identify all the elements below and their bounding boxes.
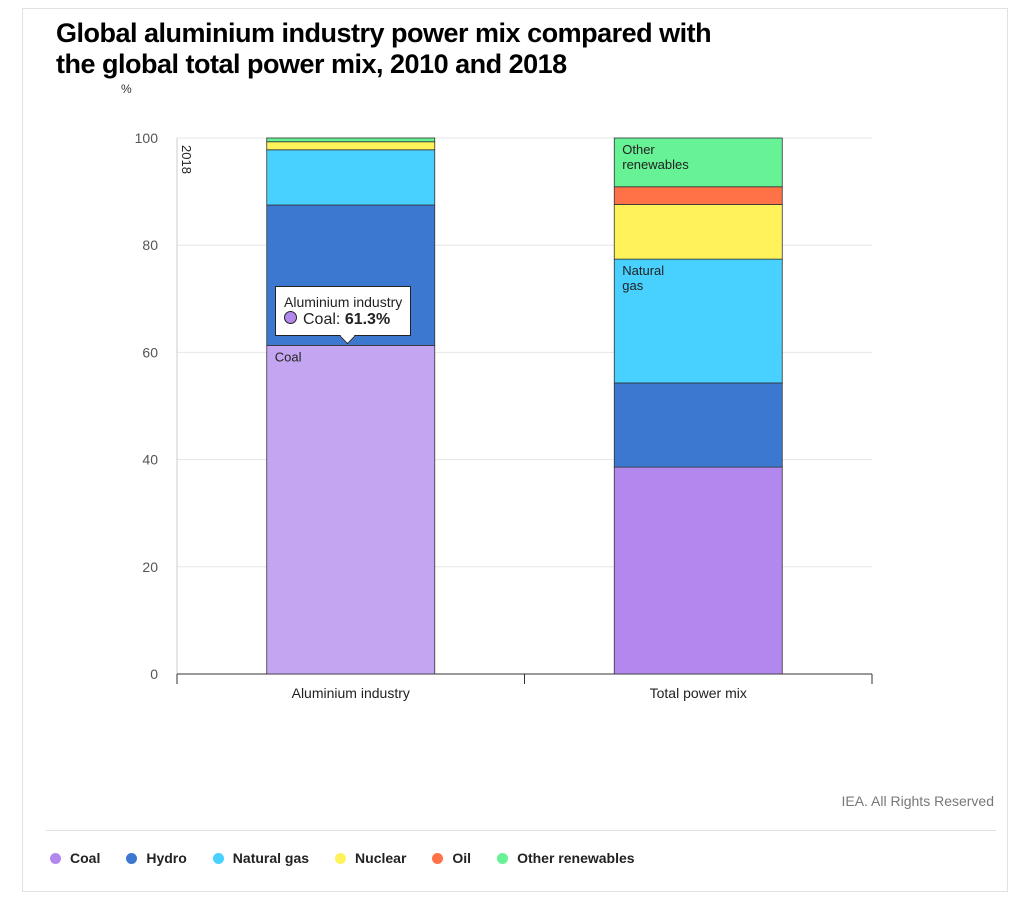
y-tick-label: 80 — [142, 237, 158, 253]
chart-title: Global aluminium industry power mix comp… — [56, 18, 712, 79]
legend: Coal Hydro Natural gas Nuclear Oil Other rene… — [50, 850, 635, 866]
legend-item[interactable]: Other renewables — [497, 850, 635, 866]
bar-segment-natural-gas — [266, 149, 436, 206]
legend-item[interactable]: Coal — [50, 850, 100, 866]
x-tick-label: Aluminium industry — [292, 685, 410, 701]
legend-dot — [50, 852, 61, 864]
bar-segment-other-renewables — [613, 137, 783, 188]
legend-label: Coal — [70, 850, 101, 866]
bar-segment-other-renewables — [266, 137, 436, 143]
tooltip-value: 61.3% — [344, 311, 391, 328]
bar-label: Other — [622, 142, 655, 157]
legend-label: Nuclear — [355, 850, 407, 866]
bar-segment-nuclear — [613, 204, 783, 260]
legend-label: Oil — [452, 850, 472, 866]
divider — [46, 830, 996, 831]
legend-item[interactable]: Nuclear — [335, 850, 406, 866]
y-axis-label: % — [121, 82, 132, 96]
y-tick-label: 0 — [150, 666, 158, 682]
legend-item[interactable]: Hydro — [126, 850, 187, 866]
x-tick-label: Total power mix — [650, 685, 747, 701]
y-tick-label: 40 — [142, 452, 158, 468]
bar-label: renewables — [622, 157, 689, 172]
legend-item[interactable]: Oil — [432, 850, 471, 866]
chart-frame — [22, 8, 1008, 892]
legend-dot — [432, 852, 444, 864]
legend-dot — [497, 852, 509, 864]
legend-dot — [212, 852, 224, 864]
y-tick-label: 100 — [135, 130, 159, 146]
legend-label: Other renewables — [517, 850, 635, 866]
bar-segment-hydro — [613, 382, 783, 468]
legend-label: Natural gas — [232, 850, 310, 866]
credit: IEA. All Rights Reserved — [841, 793, 994, 809]
bar-segment-coal — [613, 466, 783, 675]
y-tick-label: 60 — [142, 344, 158, 360]
tooltip: Aluminium industry Coal: 61.3% — [275, 286, 412, 336]
y-tick-label: 20 — [142, 559, 158, 575]
tooltip-title: Aluminium industry — [284, 294, 403, 310]
bar-label: gas — [622, 278, 643, 293]
tooltip-label: Coal: — [303, 311, 341, 328]
bar-label: Natural — [622, 263, 664, 278]
bar-label: Coal — [275, 349, 302, 364]
legend-label: Hydro — [146, 850, 187, 866]
bar-segment-coal — [266, 345, 436, 675]
legend-dot — [126, 852, 138, 864]
legend-dot — [335, 852, 347, 864]
tooltip-dot — [284, 311, 297, 324]
year-label: 2018 — [179, 145, 194, 174]
bar-segment-oil — [613, 186, 783, 205]
legend-item[interactable]: Natural gas — [212, 850, 310, 866]
bar-segment-nuclear — [266, 141, 436, 151]
bar-segment-natural-gas — [613, 258, 783, 384]
